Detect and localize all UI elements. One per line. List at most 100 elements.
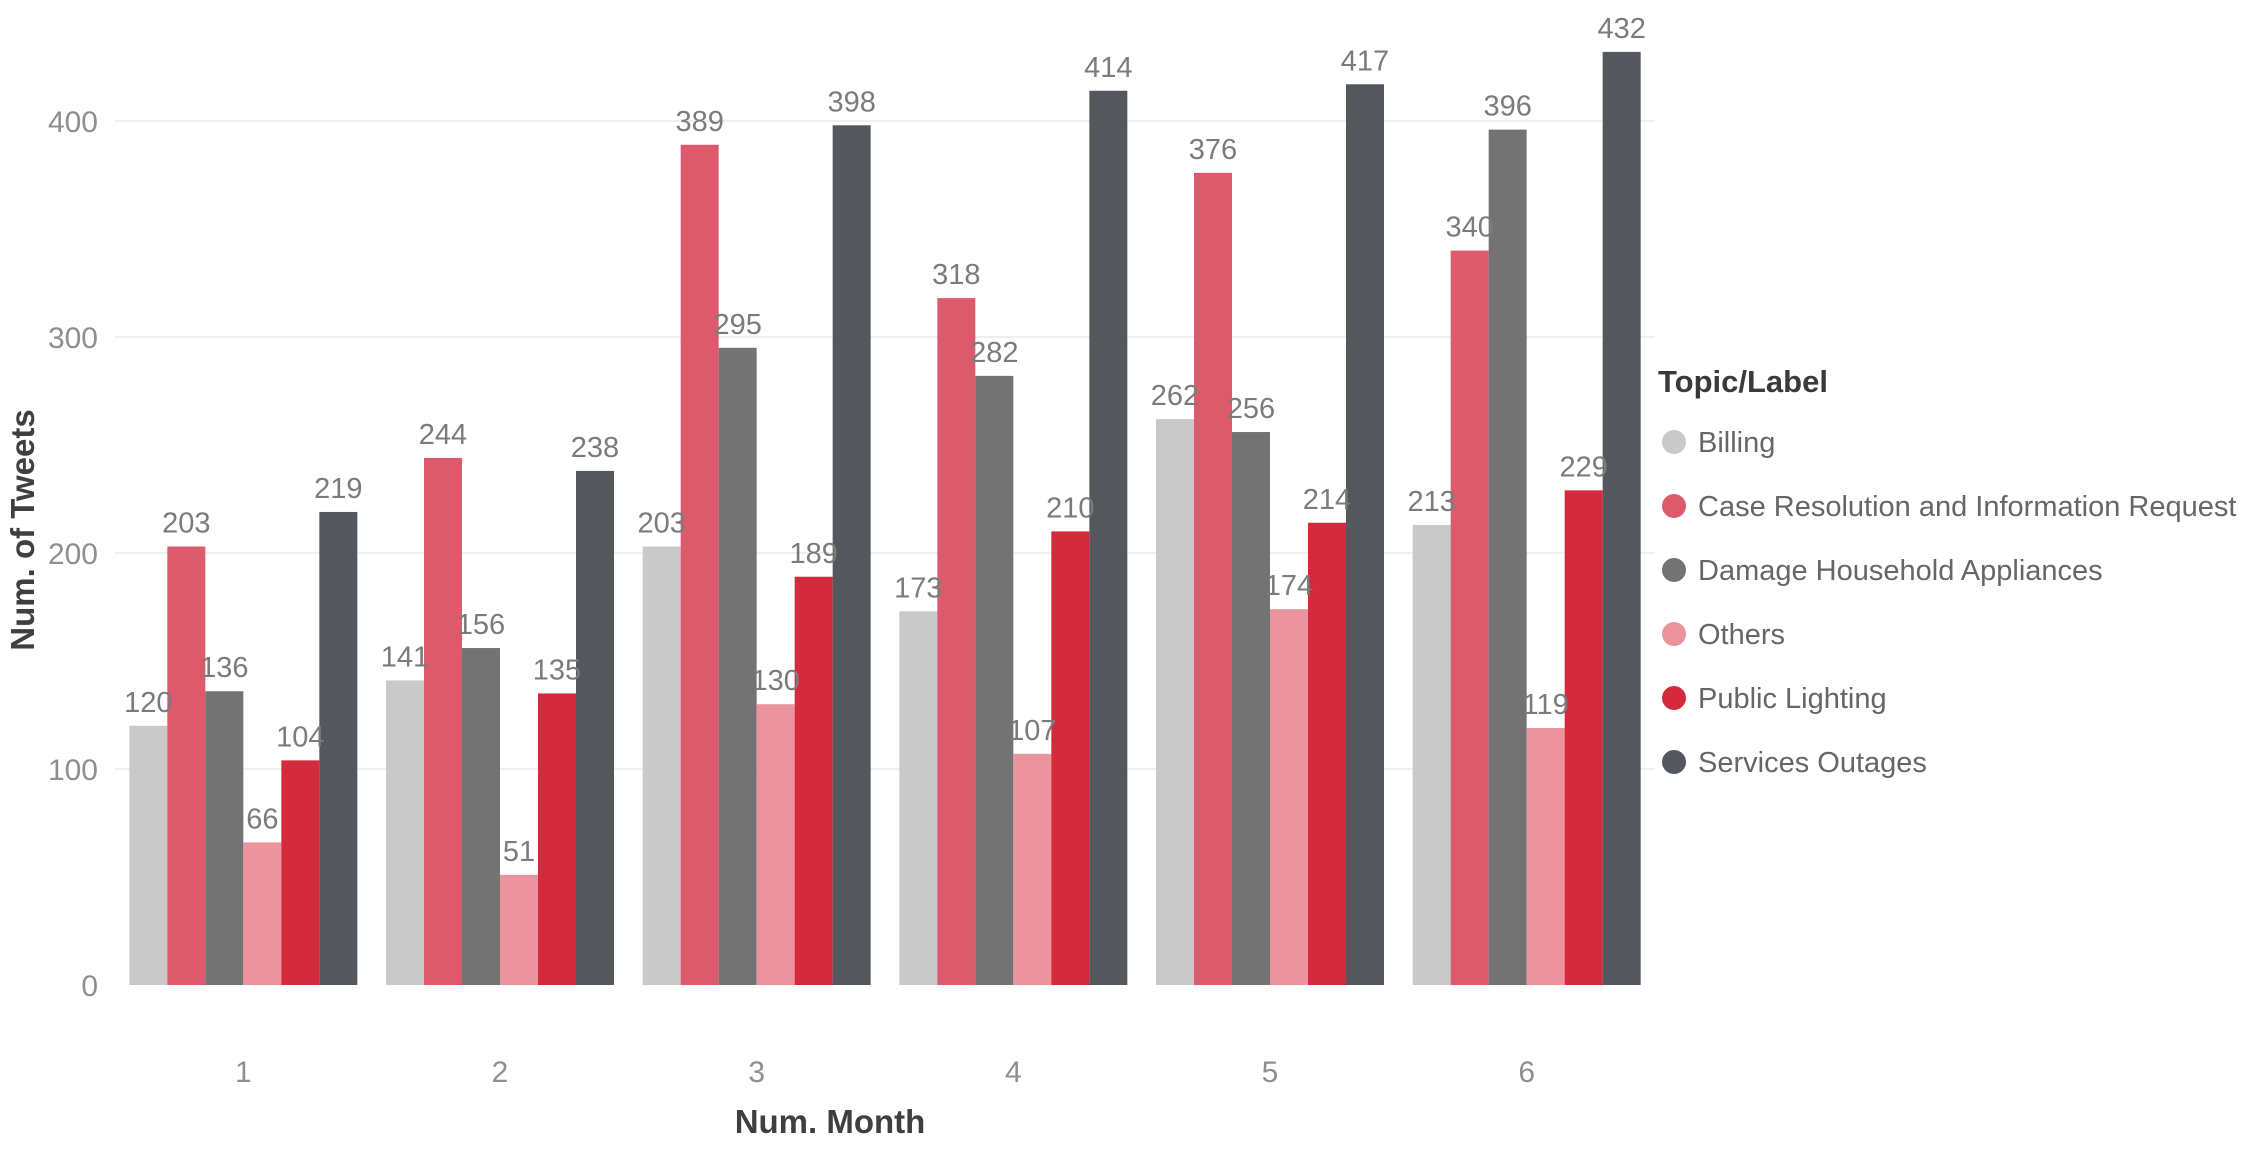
bar-value-label-billing-month-4: 173: [894, 572, 942, 604]
bar-billing-month-6[interactable]: [1412, 524, 1451, 985]
grid-layer: [115, 120, 1655, 770]
bar-value-label-billing-month-1: 120: [124, 687, 172, 719]
bar-billing-month-1[interactable]: [129, 725, 168, 985]
legend-marker-case-resolution-and-information-request: [1662, 494, 1686, 518]
bar-value-label-case-resolution-and-information-request-month-2: 244: [419, 419, 467, 451]
bar-public-lighting-month-6[interactable]: [1564, 490, 1603, 985]
legend-marker-public-lighting: [1662, 686, 1686, 710]
legend-label-case-resolution-and-information-request: Case Resolution and Information Request: [1698, 491, 2236, 523]
legend-marker-billing: [1662, 430, 1686, 454]
bar-value-label-public-lighting-month-4: 210: [1046, 492, 1094, 524]
bar-value-label-public-lighting-month-3: 189: [789, 538, 837, 570]
bar-value-label-others-month-5: 174: [1265, 570, 1313, 602]
bar-value-label-public-lighting-month-5: 214: [1303, 484, 1351, 516]
bar-billing-month-3[interactable]: [642, 546, 681, 985]
bar-value-label-billing-month-5: 262: [1151, 380, 1199, 412]
bar-services-outages-month-3[interactable]: [832, 125, 871, 985]
bar-value-label-others-month-1: 66: [246, 803, 278, 835]
bar-value-label-others-month-6: 119: [1523, 689, 1569, 721]
legend-item-services-outages[interactable]: Services Outages: [1662, 747, 1927, 779]
legend-item-damage-household-appliances[interactable]: Damage Household Appliances: [1662, 555, 2103, 587]
bar-damage-household-appliances-month-2[interactable]: [462, 648, 500, 985]
x-tick-label-6: 6: [1518, 1056, 1535, 1089]
y-axis-ticks: 0 100 200 300 400: [48, 106, 98, 1003]
legend-items: Billing Case Resolution and Information R…: [1662, 427, 2236, 779]
y-tick-label-200: 200: [48, 538, 98, 571]
bar-public-lighting-month-4[interactable]: [1051, 531, 1090, 985]
bar-value-label-services-outages-month-2: 238: [571, 432, 619, 464]
legend-item-case-resolution-and-information-request[interactable]: Case Resolution and Information Request: [1662, 491, 2236, 523]
y-tick-label-0: 0: [81, 970, 98, 1003]
bar-public-lighting-month-2[interactable]: [538, 693, 576, 985]
x-tick-label-1: 1: [235, 1056, 252, 1089]
bar-value-label-case-resolution-and-information-request-month-5: 376: [1189, 134, 1237, 166]
bar-damage-household-appliances-month-6[interactable]: [1488, 129, 1527, 985]
bar-billing-month-5[interactable]: [1156, 419, 1194, 986]
bar-damage-household-appliances-month-1[interactable]: [205, 691, 244, 985]
bar-damage-household-appliances-month-5[interactable]: [1232, 432, 1270, 985]
bar-value-label-services-outages-month-4: 414: [1084, 52, 1132, 84]
bar-billing-month-4[interactable]: [899, 611, 938, 985]
legend-item-public-lighting[interactable]: Public Lighting: [1662, 683, 1887, 715]
bar-others-month-5[interactable]: [1270, 609, 1308, 985]
legend-label-billing: Billing: [1698, 427, 1775, 459]
bar-services-outages-month-6[interactable]: [1602, 51, 1641, 985]
bar-case-resolution-and-information-request-month-6[interactable]: [1450, 250, 1489, 986]
bar-value-label-others-month-3: 130: [751, 665, 799, 697]
bar-value-label-others-month-4: 107: [1008, 715, 1056, 747]
bar-services-outages-month-5[interactable]: [1346, 84, 1384, 985]
bar-case-resolution-and-information-request-month-2[interactable]: [424, 457, 462, 986]
bar-value-label-damage-household-appliances-month-2: 156: [457, 609, 505, 641]
bar-value-label-services-outages-month-6: 432: [1597, 13, 1645, 45]
x-axis-ticks: 1 2 3 4 5 6: [235, 1056, 1535, 1089]
bar-public-lighting-month-5[interactable]: [1308, 522, 1346, 985]
bar-damage-household-appliances-month-4[interactable]: [975, 375, 1014, 985]
legend-item-others[interactable]: Others: [1662, 619, 1785, 651]
bar-services-outages-month-1[interactable]: [319, 511, 358, 985]
bar-others-month-4[interactable]: [1013, 753, 1052, 985]
bar-value-label-case-resolution-and-information-request-month-4: 318: [932, 259, 980, 291]
legend: Topic/Label Billing Case Resolution and I…: [1658, 364, 2236, 779]
x-axis-title: Num. Month: [735, 1103, 926, 1140]
bar-others-month-6[interactable]: [1526, 727, 1565, 985]
bar-others-month-1[interactable]: [243, 842, 282, 985]
x-tick-label-5: 5: [1262, 1056, 1279, 1089]
bar-value-label-case-resolution-and-information-request-month-3: 389: [675, 106, 723, 138]
bar-value-label-public-lighting-month-2: 135: [533, 654, 581, 686]
bar-value-label-billing-month-2: 141: [381, 641, 429, 673]
bar-value-label-damage-household-appliances-month-1: 136: [200, 652, 248, 684]
legend-label-damage-household-appliances: Damage Household Appliances: [1698, 555, 2103, 587]
bar-value-label-services-outages-month-3: 398: [827, 86, 875, 118]
legend-marker-damage-household-appliances: [1662, 558, 1686, 582]
bar-value-label-damage-household-appliances-month-5: 256: [1227, 393, 1275, 425]
bar-case-resolution-and-information-request-month-1[interactable]: [167, 546, 206, 985]
bar-value-label-others-month-2: 51: [503, 836, 535, 868]
bar-value-label-billing-month-6: 213: [1407, 486, 1455, 518]
bar-others-month-2[interactable]: [500, 874, 538, 985]
bar-value-label-billing-month-3: 203: [637, 508, 685, 540]
bar-others-month-3[interactable]: [756, 704, 795, 985]
legend-label-services-outages: Services Outages: [1698, 747, 1927, 779]
bars-layer: [129, 51, 1641, 986]
bar-damage-household-appliances-month-3[interactable]: [718, 347, 757, 985]
bar-value-label-damage-household-appliances-month-3: 295: [713, 309, 761, 341]
bar-case-resolution-and-information-request-month-4[interactable]: [937, 298, 976, 985]
bar-value-labels-layer: 120 203 136 66 104 219 141 244 156 51 135 238 203 389…: [124, 13, 1646, 868]
bar-case-resolution-and-information-request-month-5[interactable]: [1194, 172, 1232, 986]
x-tick-label-2: 2: [492, 1056, 509, 1089]
bar-case-resolution-and-information-request-month-3[interactable]: [680, 144, 719, 985]
bar-value-label-public-lighting-month-6: 229: [1559, 451, 1607, 483]
bar-value-label-case-resolution-and-information-request-month-1: 203: [162, 508, 210, 540]
legend-item-billing[interactable]: Billing: [1662, 427, 1775, 459]
bar-services-outages-month-2[interactable]: [576, 470, 614, 985]
legend-marker-others: [1662, 622, 1686, 646]
bar-public-lighting-month-3[interactable]: [794, 576, 833, 985]
y-tick-label-100: 100: [48, 754, 98, 787]
bar-services-outages-month-4[interactable]: [1089, 90, 1128, 985]
legend-label-others: Others: [1698, 619, 1785, 651]
bar-public-lighting-month-1[interactable]: [281, 760, 320, 985]
legend-marker-services-outages: [1662, 750, 1686, 774]
bar-billing-month-2[interactable]: [386, 680, 424, 985]
